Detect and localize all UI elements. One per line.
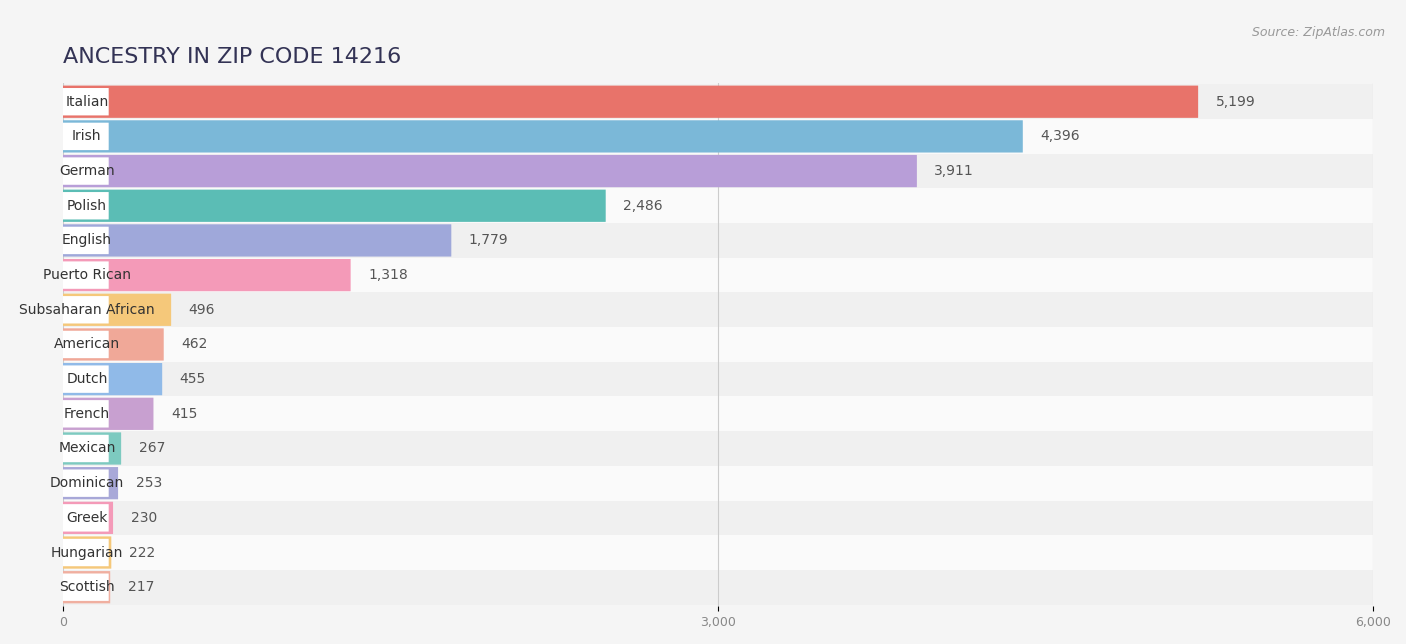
- FancyBboxPatch shape: [63, 224, 451, 256]
- FancyBboxPatch shape: [60, 123, 108, 150]
- Text: 1,318: 1,318: [368, 268, 408, 282]
- Text: Greek: Greek: [66, 511, 107, 525]
- FancyBboxPatch shape: [63, 189, 606, 222]
- Text: 1,779: 1,779: [468, 233, 509, 247]
- Text: 462: 462: [181, 337, 208, 352]
- Text: American: American: [53, 337, 120, 352]
- Text: 267: 267: [139, 442, 165, 455]
- FancyBboxPatch shape: [60, 400, 108, 428]
- Text: 415: 415: [172, 407, 197, 421]
- FancyBboxPatch shape: [60, 365, 108, 393]
- FancyBboxPatch shape: [63, 294, 172, 326]
- Text: English: English: [62, 233, 112, 247]
- FancyBboxPatch shape: [60, 261, 108, 289]
- Text: Irish: Irish: [72, 129, 101, 144]
- FancyBboxPatch shape: [63, 154, 1374, 189]
- FancyBboxPatch shape: [63, 535, 1374, 570]
- Text: Dominican: Dominican: [49, 476, 124, 490]
- Text: Hungarian: Hungarian: [51, 545, 124, 560]
- Text: 230: 230: [131, 511, 157, 525]
- Text: 217: 217: [128, 580, 155, 594]
- FancyBboxPatch shape: [63, 570, 1374, 605]
- Text: 253: 253: [135, 476, 162, 490]
- FancyBboxPatch shape: [63, 502, 112, 534]
- Text: Dutch: Dutch: [66, 372, 107, 386]
- FancyBboxPatch shape: [60, 435, 108, 462]
- FancyBboxPatch shape: [60, 331, 108, 358]
- Text: Puerto Rican: Puerto Rican: [42, 268, 131, 282]
- Text: 455: 455: [180, 372, 205, 386]
- FancyBboxPatch shape: [60, 88, 108, 115]
- Text: Source: ZipAtlas.com: Source: ZipAtlas.com: [1251, 26, 1385, 39]
- FancyBboxPatch shape: [63, 258, 1374, 292]
- FancyBboxPatch shape: [60, 157, 108, 185]
- Text: 496: 496: [188, 303, 215, 317]
- FancyBboxPatch shape: [63, 119, 1374, 154]
- Text: Mexican: Mexican: [58, 442, 115, 455]
- Text: Polish: Polish: [67, 199, 107, 213]
- FancyBboxPatch shape: [60, 192, 108, 220]
- FancyBboxPatch shape: [63, 398, 153, 430]
- Text: 3,911: 3,911: [935, 164, 974, 178]
- Text: 222: 222: [129, 545, 155, 560]
- FancyBboxPatch shape: [63, 536, 111, 569]
- FancyBboxPatch shape: [63, 500, 1374, 535]
- FancyBboxPatch shape: [63, 86, 1198, 118]
- Text: Scottish: Scottish: [59, 580, 115, 594]
- FancyBboxPatch shape: [63, 120, 1022, 153]
- FancyBboxPatch shape: [63, 328, 163, 361]
- Text: 2,486: 2,486: [623, 199, 662, 213]
- FancyBboxPatch shape: [63, 571, 110, 603]
- Text: German: German: [59, 164, 115, 178]
- FancyBboxPatch shape: [63, 327, 1374, 362]
- Text: French: French: [63, 407, 110, 421]
- Text: Italian: Italian: [65, 95, 108, 109]
- FancyBboxPatch shape: [63, 362, 1374, 397]
- FancyBboxPatch shape: [60, 504, 108, 531]
- FancyBboxPatch shape: [63, 467, 118, 499]
- FancyBboxPatch shape: [63, 259, 350, 291]
- Text: Subsaharan African: Subsaharan African: [20, 303, 155, 317]
- Text: 5,199: 5,199: [1216, 95, 1256, 109]
- FancyBboxPatch shape: [63, 363, 162, 395]
- FancyBboxPatch shape: [63, 466, 1374, 500]
- FancyBboxPatch shape: [60, 539, 108, 566]
- FancyBboxPatch shape: [63, 84, 1374, 119]
- FancyBboxPatch shape: [60, 574, 108, 601]
- Text: ANCESTRY IN ZIP CODE 14216: ANCESTRY IN ZIP CODE 14216: [63, 47, 401, 67]
- FancyBboxPatch shape: [60, 296, 108, 323]
- FancyBboxPatch shape: [63, 432, 121, 464]
- FancyBboxPatch shape: [60, 227, 108, 254]
- FancyBboxPatch shape: [63, 292, 1374, 327]
- FancyBboxPatch shape: [60, 469, 108, 497]
- FancyBboxPatch shape: [63, 223, 1374, 258]
- FancyBboxPatch shape: [63, 155, 917, 187]
- Text: 4,396: 4,396: [1040, 129, 1080, 144]
- FancyBboxPatch shape: [63, 189, 1374, 223]
- FancyBboxPatch shape: [63, 431, 1374, 466]
- FancyBboxPatch shape: [63, 397, 1374, 431]
